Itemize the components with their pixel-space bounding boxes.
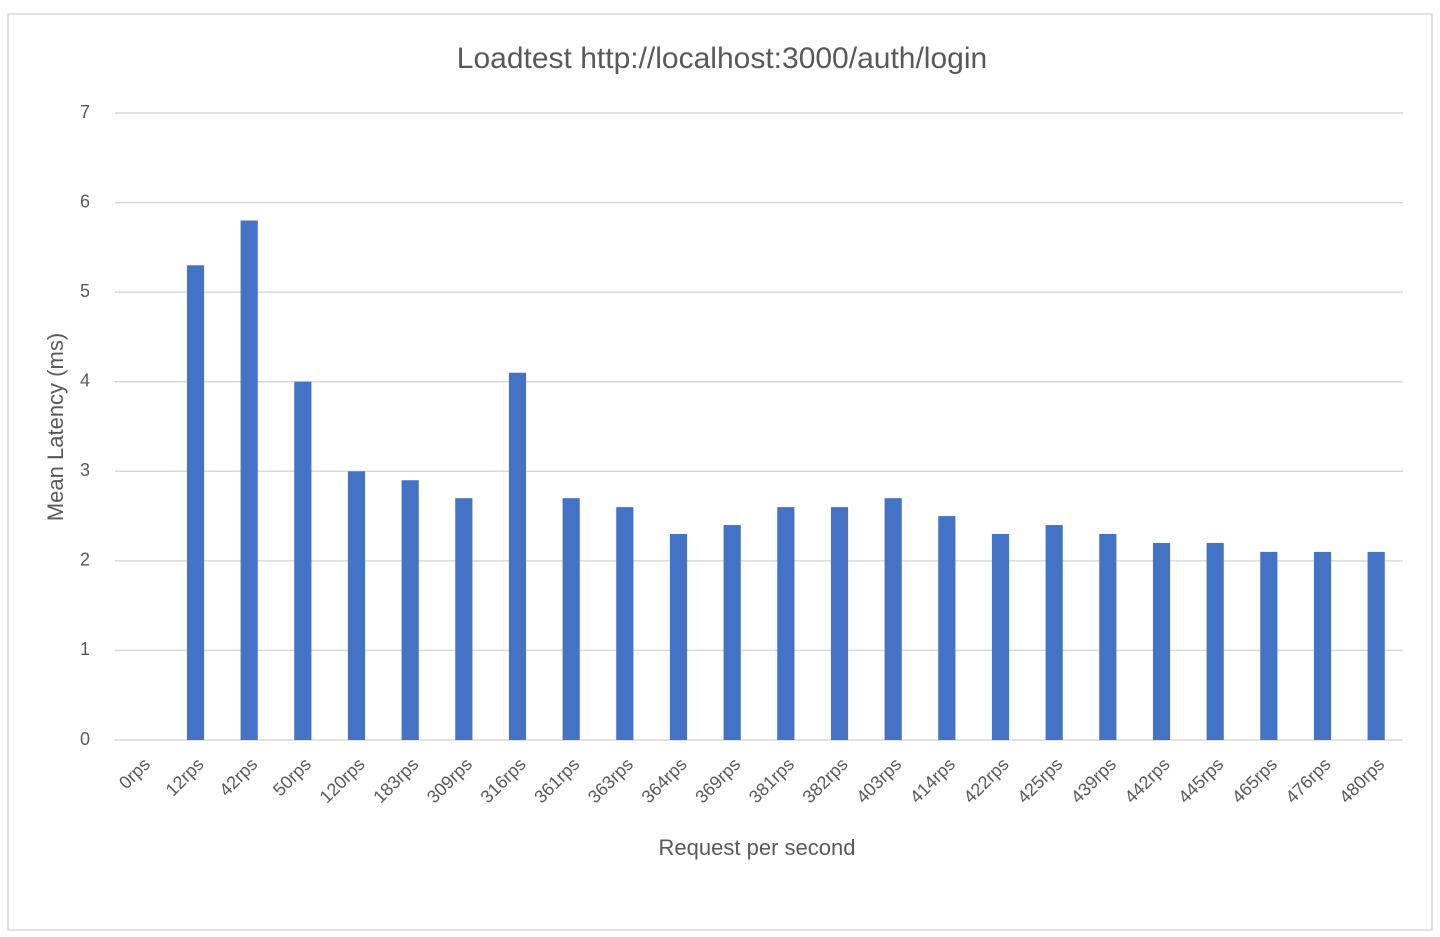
bar: [508, 372, 527, 740]
bar: [938, 516, 956, 740]
chart-title: Loadtest http://localhost:3000/auth/logi…: [457, 42, 987, 75]
y-tick-label: 0: [80, 729, 90, 749]
bar: [347, 471, 366, 740]
bar: [1045, 525, 1063, 740]
y-tick-label: 7: [80, 102, 90, 122]
bar: [991, 533, 1010, 740]
bar: [1260, 551, 1278, 740]
y-tick-label: 6: [80, 191, 90, 211]
y-axis-title: Mean Latency (ms): [43, 333, 68, 521]
bar: [1313, 551, 1332, 740]
bar: [669, 533, 688, 740]
bar: [562, 498, 580, 740]
bar: [455, 498, 473, 740]
bar: [1152, 542, 1171, 740]
bar: [1206, 542, 1224, 740]
y-tick-label: 3: [80, 460, 90, 480]
bar: [616, 507, 634, 740]
bar: [186, 265, 205, 740]
y-tick-label: 4: [80, 370, 90, 390]
bar: [1099, 533, 1117, 740]
bar: [777, 507, 795, 740]
y-tick-label: 1: [80, 639, 90, 659]
bar: [723, 525, 741, 740]
y-tick-label: 5: [80, 281, 90, 301]
x-axis-title: Request per second: [659, 835, 856, 860]
bar: [240, 220, 258, 740]
bar: [884, 498, 902, 740]
y-tick-label: 2: [80, 550, 90, 570]
bar: [1367, 551, 1385, 740]
bar: [401, 480, 419, 740]
bar: [830, 507, 849, 740]
bar: [294, 381, 312, 740]
